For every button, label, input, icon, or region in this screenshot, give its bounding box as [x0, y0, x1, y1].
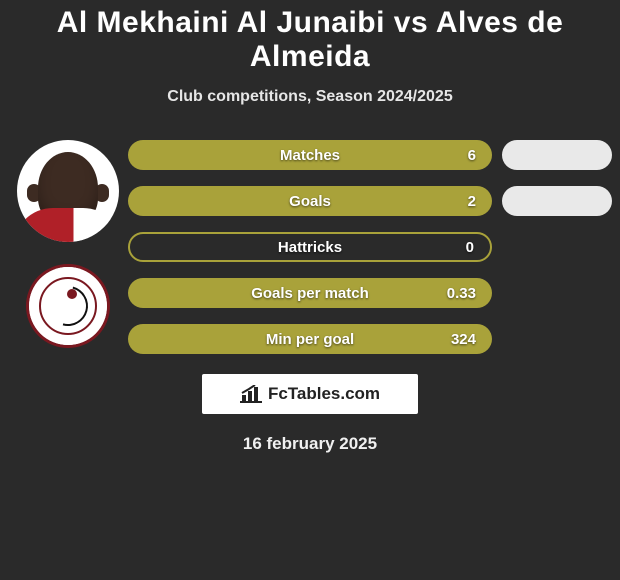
- stat-label: Hattricks: [130, 239, 490, 256]
- stat-row: Matches6: [128, 140, 612, 170]
- club-crest-swoosh: [41, 279, 96, 334]
- stat-bar-left: Goals per match0.33: [128, 278, 492, 308]
- club-crest: [26, 264, 110, 348]
- brand-badge[interactable]: FcTables.com: [202, 374, 418, 414]
- stat-row: Goals2: [128, 186, 612, 216]
- stat-row: Goals per match0.33: [128, 278, 612, 308]
- stat-value-left: 2: [468, 193, 476, 210]
- stat-value-left: 324: [451, 331, 476, 348]
- stat-bar-left: Matches6: [128, 140, 492, 170]
- comparison-card: Al Mekhaini Al Junaibi vs Alves de Almei…: [0, 0, 620, 580]
- left-player-column: [8, 134, 128, 348]
- stat-bar-right: [502, 140, 612, 170]
- stat-label: Matches: [128, 147, 492, 164]
- stats-column: Matches6Goals2Hattricks0Goals per match0…: [128, 134, 612, 354]
- stat-value-left: 0.33: [447, 285, 476, 302]
- body-row: Matches6Goals2Hattricks0Goals per match0…: [0, 134, 620, 354]
- stat-row: Hattricks0: [128, 232, 612, 262]
- club-crest-dot: [67, 289, 77, 299]
- player-avatar: [17, 140, 119, 242]
- brand-text: FcTables.com: [268, 384, 380, 404]
- page-subtitle: Club competitions, Season 2024/2025: [0, 88, 620, 106]
- stat-bar-right-empty: [502, 232, 612, 262]
- stat-row: Min per goal324: [128, 324, 612, 354]
- stat-value-left: 0: [466, 239, 474, 256]
- page-title: Al Mekhaini Al Junaibi vs Alves de Almei…: [0, 6, 620, 74]
- stat-bar-right: [502, 186, 612, 216]
- stat-bar-left: Goals2: [128, 186, 492, 216]
- club-crest-ring: [29, 264, 107, 348]
- stat-label: Goals: [128, 193, 492, 210]
- avatar-jersey: [17, 208, 119, 242]
- club-crest-inner: [39, 277, 97, 335]
- stat-bar-left: Min per goal324: [128, 324, 492, 354]
- stat-bar-right-empty: [502, 324, 612, 354]
- stat-bar-right-empty: [502, 278, 612, 308]
- stat-bar-left: Hattricks0: [128, 232, 492, 262]
- date-text: 16 february 2025: [0, 434, 620, 454]
- stat-label: Goals per match: [128, 285, 492, 302]
- brand-chart-icon: [240, 385, 262, 403]
- stat-label: Min per goal: [128, 331, 492, 348]
- stat-value-left: 6: [468, 147, 476, 164]
